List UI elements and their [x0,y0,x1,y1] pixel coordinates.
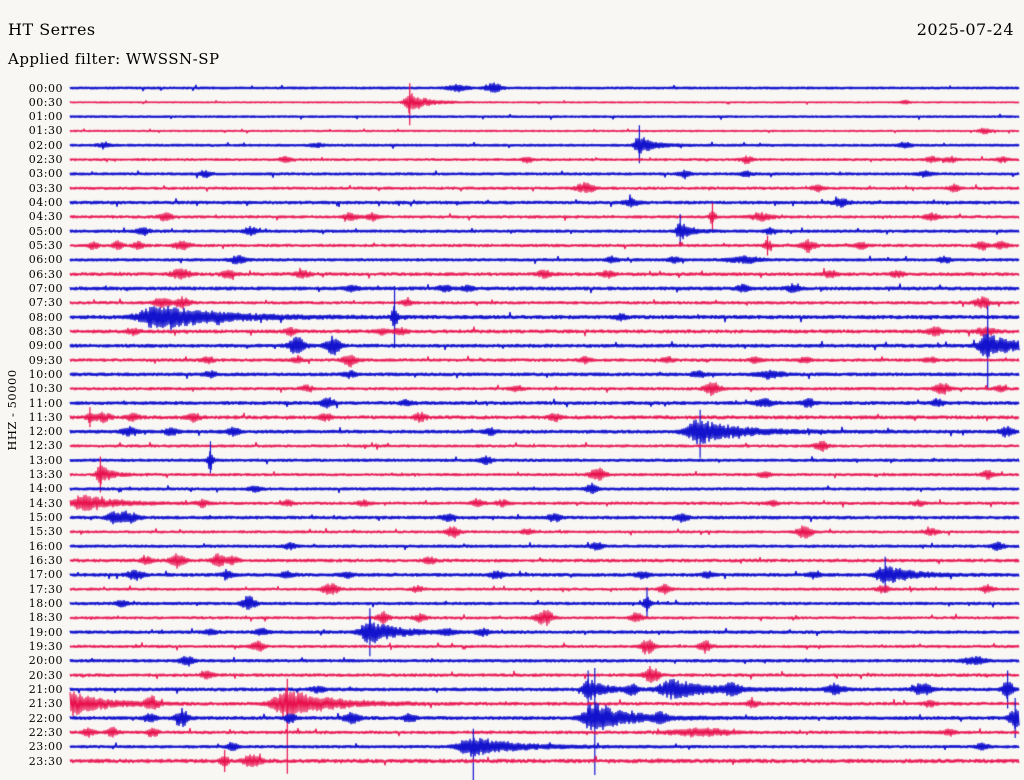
time-label: 01:30 [28,124,63,138]
time-label: 10:30 [28,382,63,396]
time-label: 21:30 [28,697,63,711]
time-label: 01:00 [28,110,63,124]
time-label: 03:30 [28,181,63,195]
time-label: 14:00 [28,482,63,496]
time-label: 00:00 [28,81,63,95]
time-label: 23:30 [28,754,63,768]
time-label: 21:00 [28,682,63,696]
time-label: 02:00 [28,138,63,152]
time-label: 10:00 [28,367,63,381]
time-label: 12:30 [28,439,63,453]
time-label: 00:30 [28,95,63,109]
time-label: 18:30 [28,611,63,625]
time-label: 23:00 [28,740,63,754]
time-label: 14:30 [28,496,63,510]
time-label: 06:30 [28,267,63,281]
time-label: 19:00 [28,625,63,639]
time-label: 17:00 [28,568,63,582]
time-label: 04:00 [28,196,63,210]
time-label: 05:00 [28,224,63,238]
time-label: 05:30 [28,239,63,252]
time-label: 06:00 [28,253,63,267]
time-label: 07:30 [28,296,63,310]
time-label: 15:00 [28,511,63,525]
time-label: 20:30 [28,668,63,682]
time-label: 11:00 [28,396,63,410]
time-label: 19:30 [28,639,63,653]
time-label: 13:30 [28,468,63,482]
time-label: 04:30 [28,210,63,224]
time-label: 22:00 [28,711,63,725]
time-label: 12:00 [28,425,63,439]
time-label: 18:00 [28,596,63,610]
time-label: 20:00 [28,654,63,668]
time-label: 16:00 [28,539,63,553]
time-label: 09:30 [28,353,63,367]
time-label: 17:30 [28,582,63,596]
time-label: 07:00 [28,281,63,295]
time-label: 09:00 [28,339,63,353]
time-label: 02:30 [28,153,63,167]
time-label: 08:30 [28,324,63,338]
time-label: 15:30 [28,525,63,539]
time-label: 22:30 [28,725,63,739]
time-label: 16:30 [28,554,63,568]
time-label: 08:00 [28,310,63,324]
time-label: 13:00 [28,453,63,467]
time-label: 03:00 [28,167,63,181]
time-label: 11:30 [28,410,63,424]
